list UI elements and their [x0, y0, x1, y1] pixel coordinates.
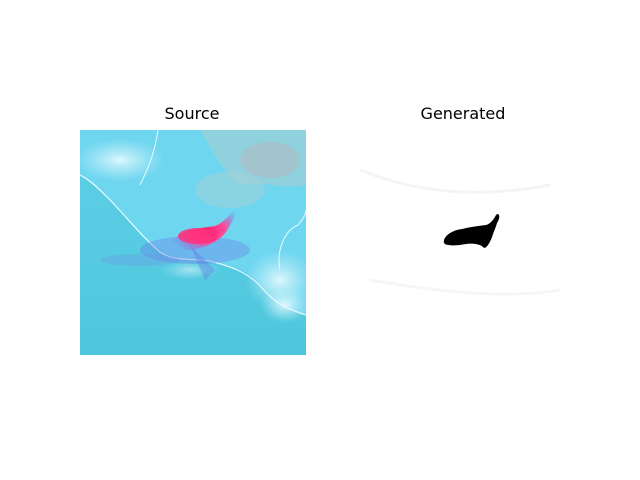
source-image [80, 130, 306, 355]
cloud [80, 138, 165, 182]
generated-panel-title: Generated [420, 104, 506, 123]
border-line [139, 130, 159, 186]
generated-mask-image [350, 130, 576, 355]
plume-mask [443, 213, 500, 248]
source-panel-title: Source [164, 104, 220, 123]
coastline [80, 174, 306, 316]
